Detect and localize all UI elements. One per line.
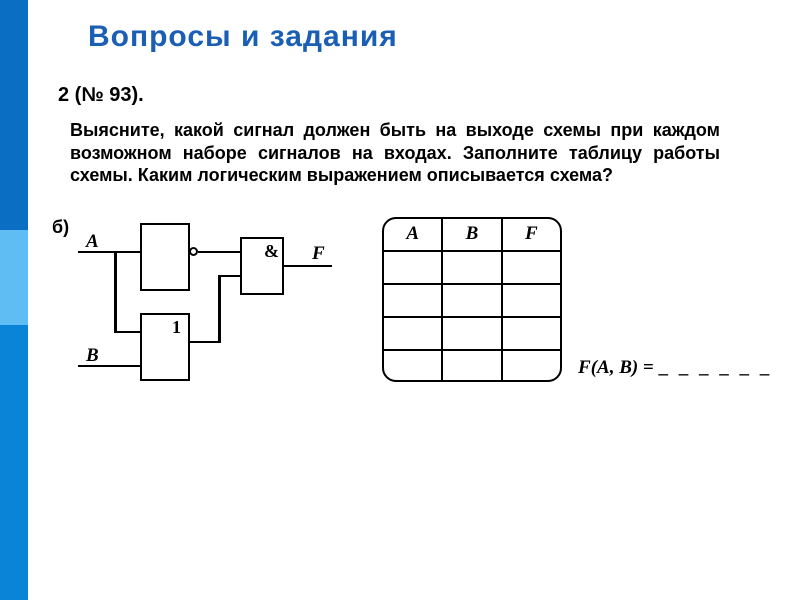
logic-circuit-diagram: б) A B 1 & F — [52, 217, 342, 397]
wire — [284, 265, 332, 268]
question-prompt: Выясните, какой сигнал должен быть на вы… — [70, 119, 720, 187]
formula-f: F — [578, 357, 591, 378]
band-1 — [0, 0, 28, 230]
truth-table: A B F — [382, 217, 562, 382]
table-row — [384, 285, 560, 318]
header-b: B — [443, 219, 502, 250]
formula: F(A, B) = _ _ _ _ _ _ — [578, 357, 772, 379]
wire — [198, 251, 240, 254]
content-row: б) A B 1 & F — [52, 217, 760, 397]
input-a-label: A — [86, 231, 99, 253]
table-row — [384, 252, 560, 285]
question-number: 2 (№ 93). — [58, 84, 760, 107]
truth-table-area: A B F F(A, B) = _ _ _ _ _ _ — [382, 217, 582, 382]
and-gate-label: & — [264, 241, 279, 262]
table-row — [384, 318, 560, 351]
or-gate — [140, 313, 190, 381]
formula-args: (A, B) — [591, 357, 639, 378]
wire — [114, 251, 117, 333]
not-gate — [140, 223, 190, 291]
band-3 — [0, 325, 28, 600]
or-gate-label: 1 — [172, 317, 181, 338]
main-content: Вопросы и задания 2 (№ 93). Выясните, ка… — [28, 0, 800, 600]
wire — [78, 365, 140, 368]
wire — [218, 275, 240, 278]
not-bubble-icon — [189, 247, 198, 256]
wire — [218, 275, 221, 343]
formula-blank: _ _ _ _ _ _ — [659, 357, 773, 378]
table-header-row: A B F — [384, 219, 560, 252]
wire — [78, 251, 140, 254]
page-title: Вопросы и задания — [88, 20, 760, 54]
header-a: A — [384, 219, 443, 250]
band-2 — [0, 230, 28, 325]
wire — [114, 331, 140, 334]
input-b-label: B — [86, 345, 99, 367]
formula-eq: = — [638, 357, 658, 378]
header-f: F — [503, 219, 560, 250]
table-row — [384, 351, 560, 382]
output-f-label: F — [312, 243, 325, 265]
accent-sidebar — [0, 0, 28, 600]
wire — [190, 341, 220, 344]
variant-label: б) — [52, 217, 69, 238]
